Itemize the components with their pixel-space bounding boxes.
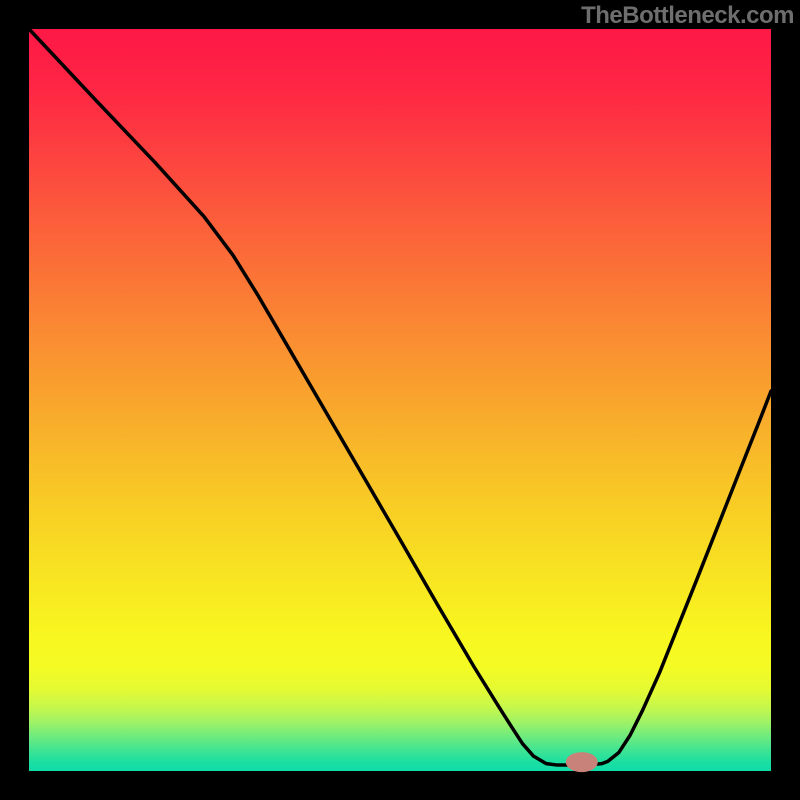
optimal-marker [566,752,598,772]
watermark-text: TheBottleneck.com [581,2,794,30]
chart-root: TheBottleneck.com [0,0,800,800]
chart-svg [0,0,800,800]
plot-background [29,29,771,771]
